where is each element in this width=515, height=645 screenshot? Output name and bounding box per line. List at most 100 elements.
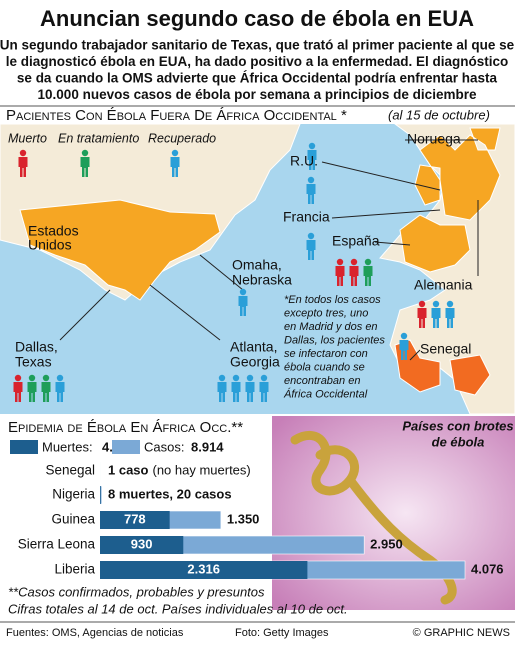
location-label: Dallas, — [15, 339, 58, 355]
location-label: Francia — [283, 209, 330, 225]
subtitle-line: le diagnosticó ébola en EUA, ha dado pos… — [6, 54, 509, 69]
land-outbreak — [394, 339, 491, 396]
category-label: Senegal — [45, 463, 95, 478]
bar — [100, 511, 170, 529]
bar-label: 1.350 — [227, 511, 260, 526]
person-icon — [363, 258, 373, 286]
legend-label: En tratamiento — [58, 131, 139, 145]
icon-part — [308, 142, 316, 150]
icon-part — [80, 157, 90, 177]
location-label: España — [332, 233, 380, 249]
icon-part — [418, 300, 426, 308]
land-europe-affected — [399, 127, 501, 273]
category-label: Nigeria — [52, 487, 95, 502]
leader-line — [199, 254, 244, 291]
subtitle-line: se da cuando la OMS advierte que África … — [17, 71, 498, 86]
icon-part — [445, 308, 455, 328]
icon-part — [336, 258, 344, 266]
bar-label: 2.950 — [370, 536, 403, 551]
person-icon — [13, 374, 23, 402]
icon-part — [399, 340, 409, 360]
icon-part — [81, 149, 89, 157]
location-label: Unidos — [28, 237, 72, 253]
leader-line — [374, 241, 411, 246]
icon-part — [446, 300, 454, 308]
icon-part — [431, 308, 441, 328]
map-note: excepto tres, uno — [284, 307, 368, 319]
icon-part — [259, 382, 269, 402]
location-label: Alemania — [414, 277, 473, 293]
icon-part — [335, 266, 345, 286]
icon-part — [432, 300, 440, 308]
legend-label: Recuperado — [148, 131, 216, 145]
bar-label: 2.316 — [187, 561, 220, 576]
map-note: Dallas, los pacientes — [284, 334, 385, 346]
leader-line — [149, 284, 221, 341]
icon-part — [307, 232, 315, 240]
icon-part — [307, 150, 317, 170]
map-note: encontraban en — [284, 375, 360, 387]
location-label: R.U. — [290, 153, 318, 169]
location-label: Omaha, — [232, 257, 282, 273]
legend-label: Muerto — [8, 131, 47, 145]
category-label: Liberia — [54, 562, 95, 577]
photo-credit: Foto: Getty Images — [235, 627, 329, 639]
icon-part — [56, 374, 64, 382]
icon-part — [231, 382, 241, 402]
person-icon — [335, 258, 345, 286]
person-icon — [431, 300, 441, 328]
map-note: *En todos los casos — [284, 294, 381, 306]
legend-swatch — [10, 440, 38, 454]
outbreak-label: de ébola — [432, 434, 485, 449]
icon-part — [13, 382, 23, 402]
person-icon — [80, 149, 90, 177]
legend-total: 8.914 — [191, 439, 224, 454]
bar-label: 778 — [124, 511, 146, 526]
leader-line — [321, 161, 441, 191]
bar — [100, 561, 308, 579]
bar-label: 930 — [131, 536, 153, 551]
person-icon — [417, 300, 427, 328]
category-label: Guinea — [51, 512, 95, 527]
leader-line — [331, 209, 441, 219]
location-label: Noruega — [407, 131, 461, 147]
leader-line — [409, 349, 421, 361]
location-label: Nebraska — [232, 272, 292, 288]
legend-label: Casos: — [144, 439, 184, 454]
location-label: Senegal — [420, 341, 471, 357]
icon-part — [14, 374, 22, 382]
person-icon — [349, 258, 359, 286]
icon-part — [218, 374, 226, 382]
person-icon — [18, 149, 28, 177]
person-icon — [231, 374, 241, 402]
map-date: (al 15 de octubre) — [388, 107, 490, 122]
footnote: **Casos confirmados, probables y presunt… — [8, 584, 265, 599]
map-note: en Madrid y dos en — [284, 321, 378, 333]
icon-part — [28, 374, 36, 382]
icon-part — [245, 382, 255, 402]
virus-filament — [290, 430, 457, 605]
location-label: Atlanta, — [230, 339, 277, 355]
icon-part — [239, 288, 247, 296]
outbreak-label: Países con brotes — [402, 418, 513, 433]
icon-part — [260, 374, 268, 382]
bar — [100, 486, 101, 504]
icon-part — [364, 258, 372, 266]
title: Anuncian segundo caso de ébola en EUA — [40, 6, 474, 31]
person-icon — [41, 374, 51, 402]
icon-part — [246, 374, 254, 382]
land-usa — [19, 199, 221, 301]
icon-part — [238, 296, 248, 316]
person-icon — [27, 374, 37, 402]
bar-label: 4.076 — [471, 561, 504, 576]
person-icon — [245, 374, 255, 402]
legend-label: Muertes: — [42, 439, 93, 454]
leader-line — [59, 289, 111, 341]
person-icon — [306, 232, 316, 260]
subtitle-line: Un segundo trabajador sanitario de Texas… — [0, 38, 515, 53]
icon-part — [171, 149, 179, 157]
person-icon — [259, 374, 269, 402]
person-icon — [170, 149, 180, 177]
location-label: Georgia — [230, 354, 280, 370]
person-icon — [55, 374, 65, 402]
